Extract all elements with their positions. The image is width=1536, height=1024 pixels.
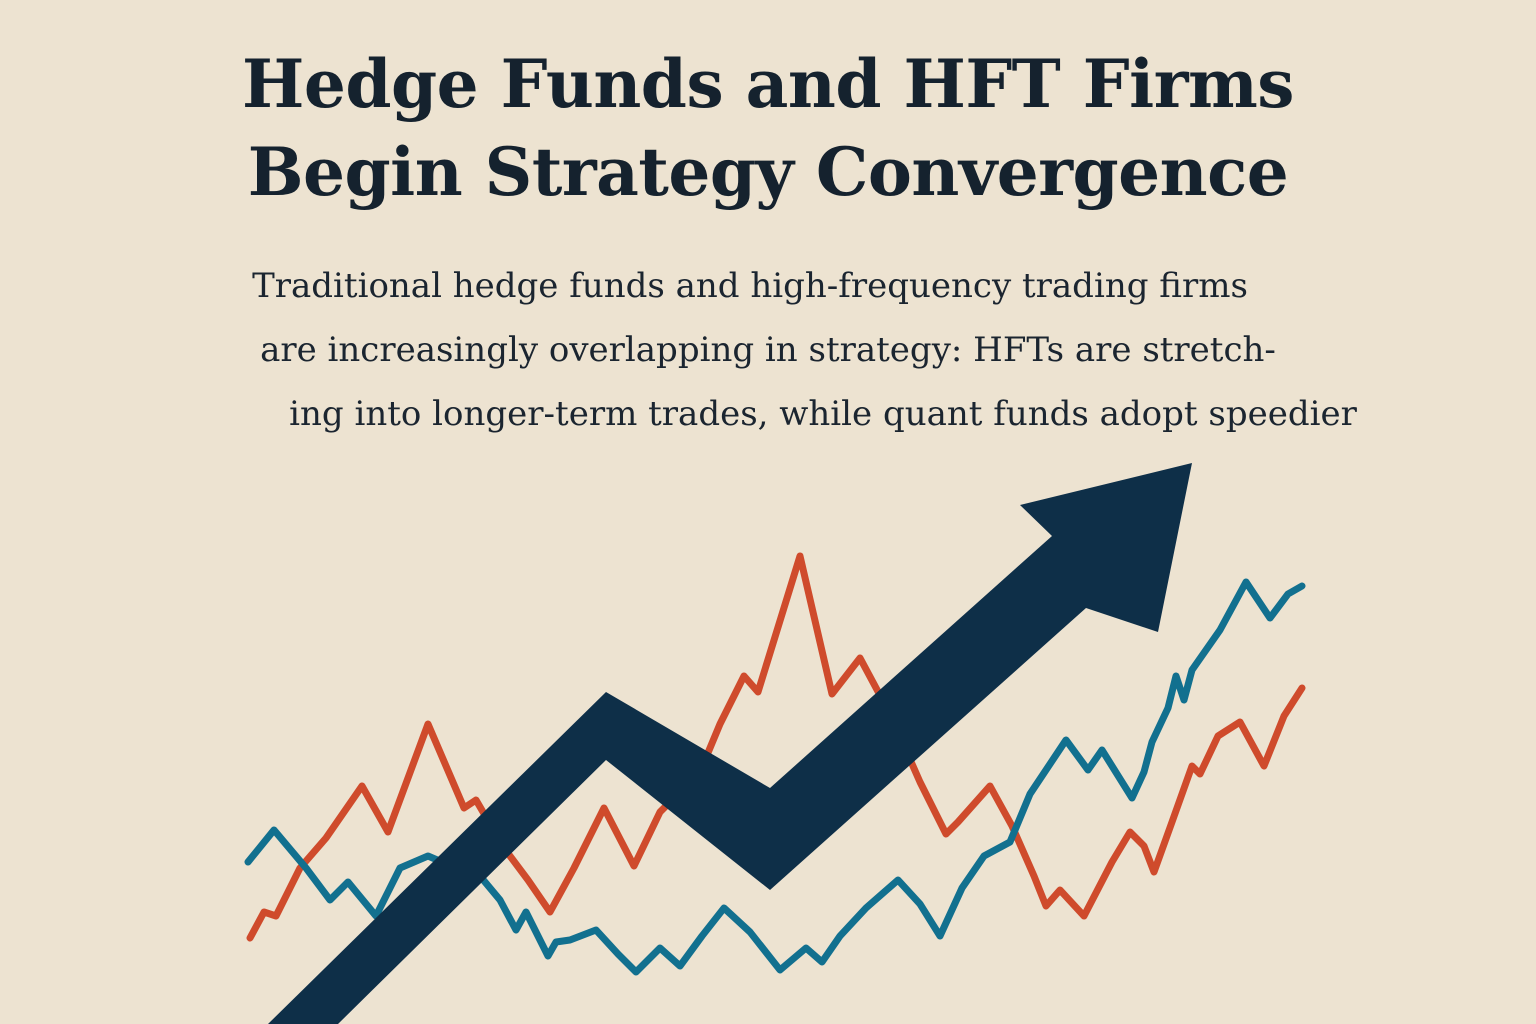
dek-line-1: Traditional hedge funds and high-frequen… xyxy=(252,266,1248,306)
headline-line-1: Hedge Funds and HFT Firms xyxy=(242,45,1294,123)
trend-up-arrow-icon xyxy=(268,463,1192,1024)
headline: Hedge Funds and HFT Firms Begin Strategy… xyxy=(0,40,1536,216)
dek-line-3: ing into longer-term trades, while quant… xyxy=(289,394,1357,434)
dek-summary: Traditional hedge funds and high-frequen… xyxy=(0,254,1536,446)
headline-line-2: Begin Strategy Convergence xyxy=(247,133,1289,211)
red-zigzag-line xyxy=(246,552,1306,942)
dek-line-2: are increasingly overlapping in strategy… xyxy=(260,330,1276,370)
